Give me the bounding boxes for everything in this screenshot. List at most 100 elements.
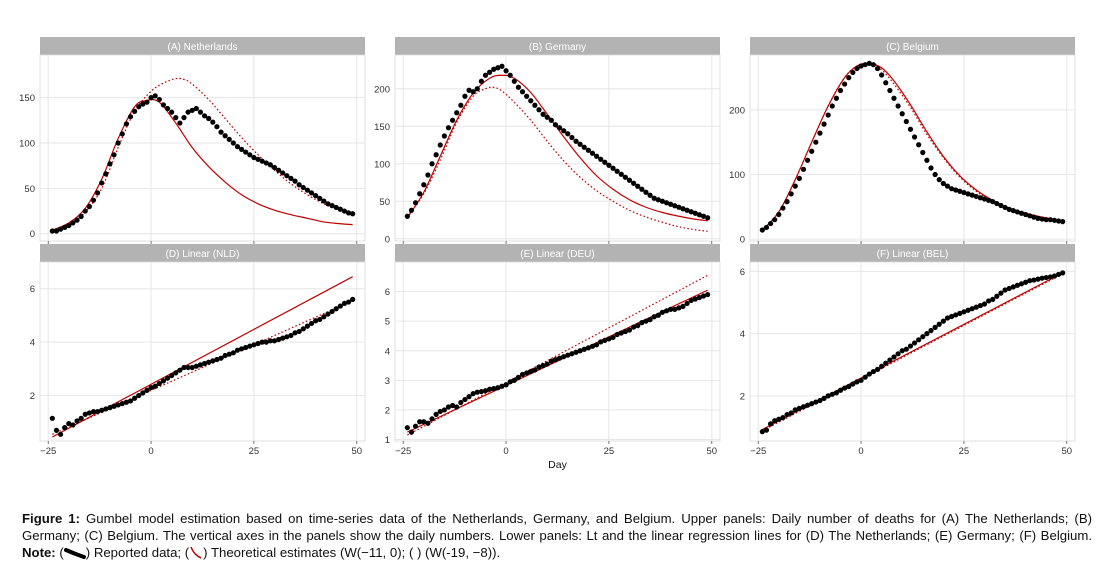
data-point [647,192,653,198]
data-point [408,207,415,213]
data-point [1002,287,1008,293]
data-point [280,170,286,176]
data-point [189,107,195,113]
data-point [932,324,938,330]
data-point [1035,215,1041,221]
data-point [115,402,121,408]
data-point [561,354,567,360]
data-point [478,78,484,84]
data-point [643,318,649,324]
data-point [692,296,698,302]
data-point [622,174,628,180]
data-point [643,189,649,195]
figure-caption: Figure 1: Gumbel model estimation based … [22,510,1092,561]
data-point [1010,208,1016,214]
data-point [49,415,55,421]
y-tick-label: 2 [385,405,390,416]
data-point [478,388,484,395]
data-point [177,120,183,126]
data-point [78,415,84,421]
data-point [519,371,526,378]
data-point [846,383,852,390]
data-point [449,402,456,409]
data-point [226,136,232,142]
data-point [581,144,587,150]
panel-background [394,261,721,442]
data-point [350,211,356,217]
data-point [255,156,261,162]
data-point [842,81,848,87]
data-point [284,173,290,179]
data-point [614,331,620,338]
panel-b-germany: (B) Germany−2502550050100150200 [374,37,721,257]
data-point [626,177,633,183]
panel-f-linear-bel: (F) Linear (BEL) −25 0 25 50 2 4 6 [740,244,1076,457]
data-point [759,429,765,435]
data-point [74,418,80,424]
data-point [821,395,827,401]
data-point [164,105,171,112]
data-point [887,357,893,363]
y-tick-label: 1 [385,435,390,446]
data-point [317,195,323,201]
data-point [206,359,212,365]
data-point [813,399,819,405]
y-tick-label: 0 [30,229,35,240]
data-point [536,107,542,113]
data-point [924,157,930,163]
data-point [57,226,64,232]
data-point [197,362,204,368]
data-point [948,313,955,320]
y-tick-label: 0 [385,234,390,245]
data-point [425,420,431,426]
data-point [792,183,798,189]
data-point [911,134,918,140]
data-point [928,165,934,171]
data-point [825,393,831,399]
data-point [300,326,306,332]
data-point [201,360,208,367]
data-point [936,177,942,183]
data-point [924,331,930,337]
data-point [668,306,674,312]
data-point [511,78,517,84]
data-point [441,133,447,139]
data-point [936,321,942,327]
data-point [986,298,992,304]
data-point [181,115,187,121]
data-point [606,162,612,168]
data-point [119,400,125,407]
data-point [437,408,443,415]
data-point [300,184,306,191]
data-point [238,146,245,152]
data-point [792,407,798,413]
data-point [618,171,624,177]
data-point [177,367,183,373]
data-point [593,153,600,159]
data-point [647,317,653,323]
data-point [850,381,856,387]
data-point [998,202,1004,209]
data-point [977,195,983,201]
data-point [90,197,97,203]
data-point [817,397,823,404]
data-point [928,327,934,334]
y-tick-label: 4 [30,338,35,349]
data-point [284,334,290,340]
data-point [994,293,1000,299]
data-point [337,206,343,212]
data-point [573,349,579,355]
data-point [201,113,208,119]
data-point [940,180,946,187]
data-point [663,308,670,314]
data-point [251,342,257,348]
data-point [296,182,302,188]
data-point [1060,270,1066,276]
data-point [870,368,877,375]
data-point [635,323,641,329]
data-point [329,308,335,315]
x-tick-label: 0 [148,446,153,457]
data-point [688,209,694,215]
panel-title: (F) Linear (BEL) [877,249,949,260]
data-point [462,396,468,403]
